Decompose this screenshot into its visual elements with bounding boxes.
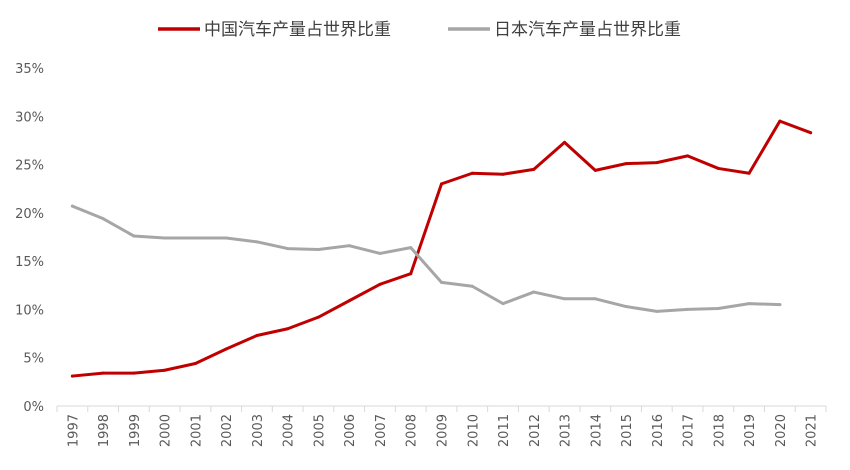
data-point xyxy=(316,248,320,252)
data-point xyxy=(440,280,443,284)
x-tick-label: 2004 xyxy=(282,414,297,447)
data-point xyxy=(347,244,351,248)
data-point xyxy=(563,140,567,144)
data-point xyxy=(563,297,567,301)
data-point xyxy=(224,236,228,240)
data-point xyxy=(101,371,105,375)
x-tick-label: 2017 xyxy=(682,414,697,447)
x-tick-label: 2021 xyxy=(805,414,820,447)
data-point xyxy=(378,282,382,286)
y-tick-label: 5% xyxy=(23,352,44,367)
data-point xyxy=(655,161,659,165)
x-tick-label: 2003 xyxy=(251,414,266,447)
series-line-1 xyxy=(70,119,813,378)
x-tick-label: 2020 xyxy=(774,414,789,447)
data-point xyxy=(716,306,720,310)
data-point xyxy=(286,327,290,331)
x-tick-label: 2019 xyxy=(743,414,758,447)
data-point xyxy=(132,234,136,238)
y-axis: 0% 5% 10% 15% 20% 25% 30% 35% xyxy=(15,62,44,415)
y-tick-label: 30% xyxy=(15,110,44,125)
data-point xyxy=(255,334,259,338)
data-point xyxy=(163,236,167,240)
data-point xyxy=(470,171,474,175)
data-point xyxy=(716,166,720,170)
x-tick-label: 2012 xyxy=(528,414,543,447)
data-point xyxy=(501,172,505,176)
legend-label-1: 中国汽车产量占世界比重 xyxy=(204,20,391,40)
x-tick-label: 2018 xyxy=(712,414,727,447)
x-tick-label: 2006 xyxy=(343,414,358,447)
data-point xyxy=(286,247,290,251)
data-point xyxy=(778,119,782,123)
data-point xyxy=(224,347,228,351)
data-point xyxy=(532,167,536,171)
data-point xyxy=(778,303,782,307)
y-tick-label: 0% xyxy=(23,400,44,415)
x-tick-label: 2000 xyxy=(159,414,174,447)
data-point xyxy=(470,284,474,288)
data-point xyxy=(686,154,690,158)
y-tick-label: 25% xyxy=(15,159,44,174)
legend-label-2: 日本汽车产量占世界比重 xyxy=(494,20,681,40)
data-point xyxy=(624,305,628,309)
x-tick-label: 2008 xyxy=(405,414,420,447)
data-point xyxy=(347,299,351,303)
data-point xyxy=(163,368,167,372)
data-point xyxy=(532,290,536,294)
data-point xyxy=(70,374,74,378)
x-tick-label: 2009 xyxy=(436,414,451,447)
data-point xyxy=(70,204,74,208)
x-tick-label: 2010 xyxy=(466,414,481,447)
data-point xyxy=(409,246,413,250)
x-tick-label: 1998 xyxy=(97,414,112,447)
data-point xyxy=(686,307,690,311)
data-point xyxy=(440,182,443,186)
x-tick-label: 2014 xyxy=(589,414,604,447)
series-layer xyxy=(70,119,813,378)
data-point xyxy=(747,302,751,306)
data-point xyxy=(655,309,659,313)
data-point xyxy=(101,217,105,221)
x-tick-label: 2005 xyxy=(312,414,327,447)
data-point xyxy=(255,240,259,244)
data-point xyxy=(378,251,382,255)
data-point xyxy=(593,168,597,172)
x-tick-label: 1997 xyxy=(66,414,81,447)
x-tick-label: 2016 xyxy=(651,414,666,447)
x-tick-label: 2007 xyxy=(374,414,389,447)
x-tick-label: 2013 xyxy=(559,414,574,447)
x-tick-label: 2015 xyxy=(620,414,635,447)
y-tick-label: 15% xyxy=(15,255,44,270)
x-tick-label: 1999 xyxy=(128,414,143,447)
data-point xyxy=(624,162,628,166)
x-tick-label: 2011 xyxy=(497,414,512,447)
data-point xyxy=(747,171,751,175)
data-point xyxy=(193,236,197,240)
data-point xyxy=(193,362,197,366)
data-point xyxy=(809,131,813,135)
data-point xyxy=(593,297,597,301)
x-axis: 1997 1998 1999 2000 2001 2002 2003 2004 2005 2006… xyxy=(56,405,827,447)
y-tick-label: 20% xyxy=(15,207,44,222)
legend: 中国汽车产量占世界比重 日本汽车产量占世界比重 xyxy=(158,20,681,40)
x-tick-label: 2001 xyxy=(189,414,204,447)
series-line-2 xyxy=(70,204,782,313)
x-tick-label: 2002 xyxy=(220,414,235,447)
data-point xyxy=(132,371,136,375)
data-point xyxy=(316,315,320,319)
y-tick-label: 35% xyxy=(15,62,44,77)
y-tick-label: 10% xyxy=(15,303,44,318)
data-point xyxy=(501,302,505,306)
data-point xyxy=(409,272,413,276)
